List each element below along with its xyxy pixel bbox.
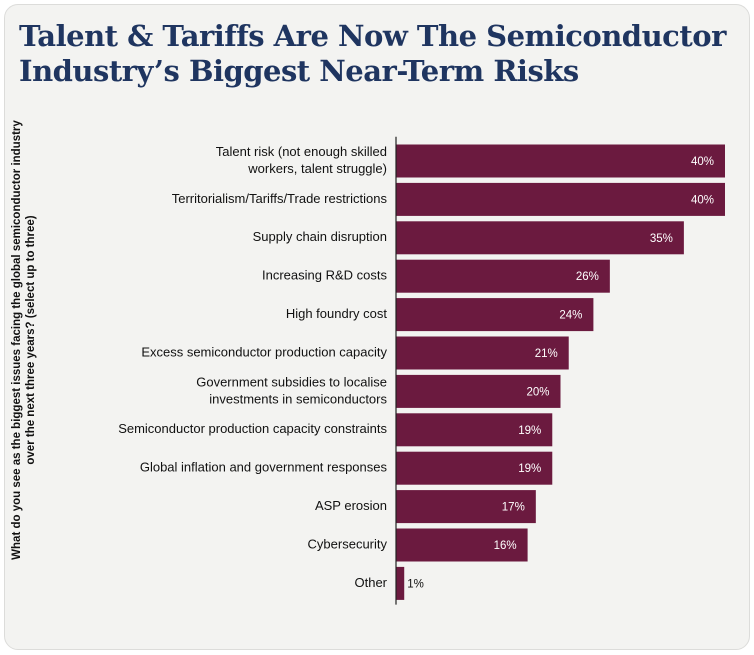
category-label-10: Cybersecurity: [308, 536, 388, 551]
bar-8: [396, 451, 553, 485]
bar-9: [396, 490, 536, 524]
bar-1: [396, 182, 725, 216]
value-label-0: 40%: [691, 156, 714, 168]
value-label-9: 17%: [502, 502, 525, 514]
bar-0: [396, 144, 725, 178]
value-label-8: 19%: [518, 463, 541, 475]
value-label-1: 40%: [691, 194, 714, 206]
category-label-3: Increasing R&D costs: [262, 268, 387, 283]
category-label-4: High foundry cost: [286, 306, 388, 321]
category-label-6: Government subsidies to localise investme…: [196, 374, 387, 406]
bar-10: [396, 528, 528, 562]
value-label-7: 19%: [518, 425, 541, 437]
chart-card: Talent & Tariffs Are Now The Semiconduct…: [4, 4, 750, 650]
bar-6: [396, 374, 561, 408]
category-labels-group: Talent risk (not enough skilled workers, …: [118, 144, 387, 590]
bar-3: [396, 259, 610, 293]
category-label-8: Global inflation and government response…: [140, 460, 388, 475]
value-label-5: 21%: [535, 348, 558, 360]
value-label-3: 26%: [576, 271, 599, 283]
value-label-11: 1%: [407, 578, 424, 590]
value-labels-group: 40% 40% 35% 26% 24% 21% 20% 19% 19% 17% 16% 1%: [407, 156, 714, 590]
category-label-7: Semiconductor production capacity constr…: [118, 421, 387, 436]
bar-2: [396, 221, 684, 255]
value-label-10: 16%: [494, 540, 517, 552]
bar-11: [396, 566, 405, 600]
category-label-11: Other: [354, 575, 387, 590]
bar-4: [396, 298, 594, 332]
value-label-2: 35%: [650, 233, 673, 245]
category-label-0: Talent risk (not enough skilled workers, …: [216, 144, 387, 176]
category-label-5: Excess semiconductor production capacity: [141, 344, 387, 359]
value-label-6: 20%: [526, 386, 549, 398]
chart-title: Talent & Tariffs Are Now The Semiconduct…: [19, 19, 726, 88]
bars-group: [396, 144, 725, 600]
bar-7: [396, 413, 553, 447]
category-label-9: ASP erosion: [315, 498, 387, 513]
bar-5: [396, 336, 569, 370]
value-label-4: 24%: [559, 310, 582, 322]
category-label-2: Supply chain disruption: [253, 229, 387, 244]
category-label-1: Territorialism/Tariffs/Trade restriction…: [172, 191, 388, 206]
